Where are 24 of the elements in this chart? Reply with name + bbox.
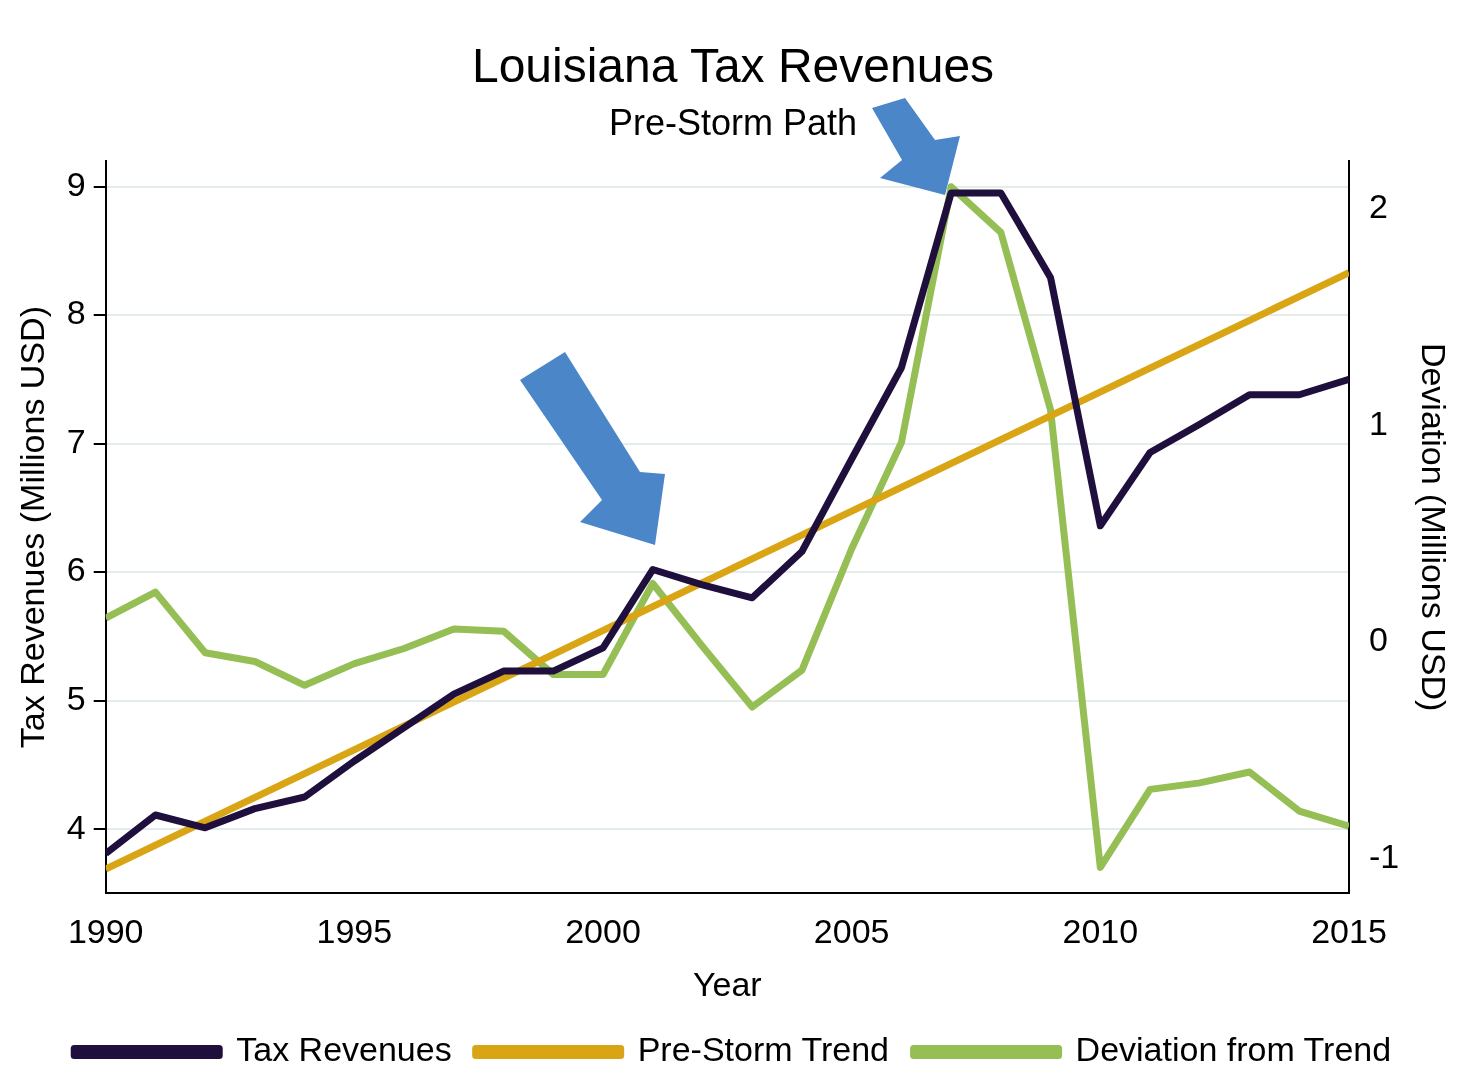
x-tick-label: 2015	[1311, 912, 1387, 951]
y-tick-label: 8	[66, 293, 86, 332]
y-tick-label: 6	[66, 550, 86, 589]
x-tick-label: 2000	[565, 912, 641, 951]
y-tick-label: 9	[66, 164, 86, 203]
y2-tick-label: 0	[1368, 620, 1388, 659]
y2-tick-label: -1	[1368, 837, 1400, 876]
y2-tick-label: 1	[1368, 403, 1388, 442]
x-tick-label: 1990	[67, 912, 144, 951]
y-axis-title: Tax Revenues (Millions USD)	[12, 306, 51, 749]
chart-title: Louisiana Tax Revenues	[471, 39, 995, 93]
x-tick-label: 2010	[1062, 912, 1139, 951]
y-tick-label: 4	[66, 807, 86, 846]
x-tick-label: 2005	[813, 912, 890, 951]
y2-tick-label: 2	[1368, 186, 1388, 225]
x-axis-title: Year	[692, 964, 762, 1003]
legend-label: Deviation from Trend	[1075, 1030, 1392, 1069]
y2-axis-title: Deviation (Millions USD)	[1415, 342, 1454, 712]
legend-label: Tax Revenues	[236, 1030, 452, 1069]
y-tick-label: 7	[66, 421, 86, 460]
legend-label: Pre-Storm Trend	[637, 1030, 889, 1069]
chart-subtitle: Pre-Storm Path	[608, 102, 858, 144]
x-tick-label: 1995	[316, 912, 393, 951]
y-tick-label: 5	[66, 678, 86, 717]
